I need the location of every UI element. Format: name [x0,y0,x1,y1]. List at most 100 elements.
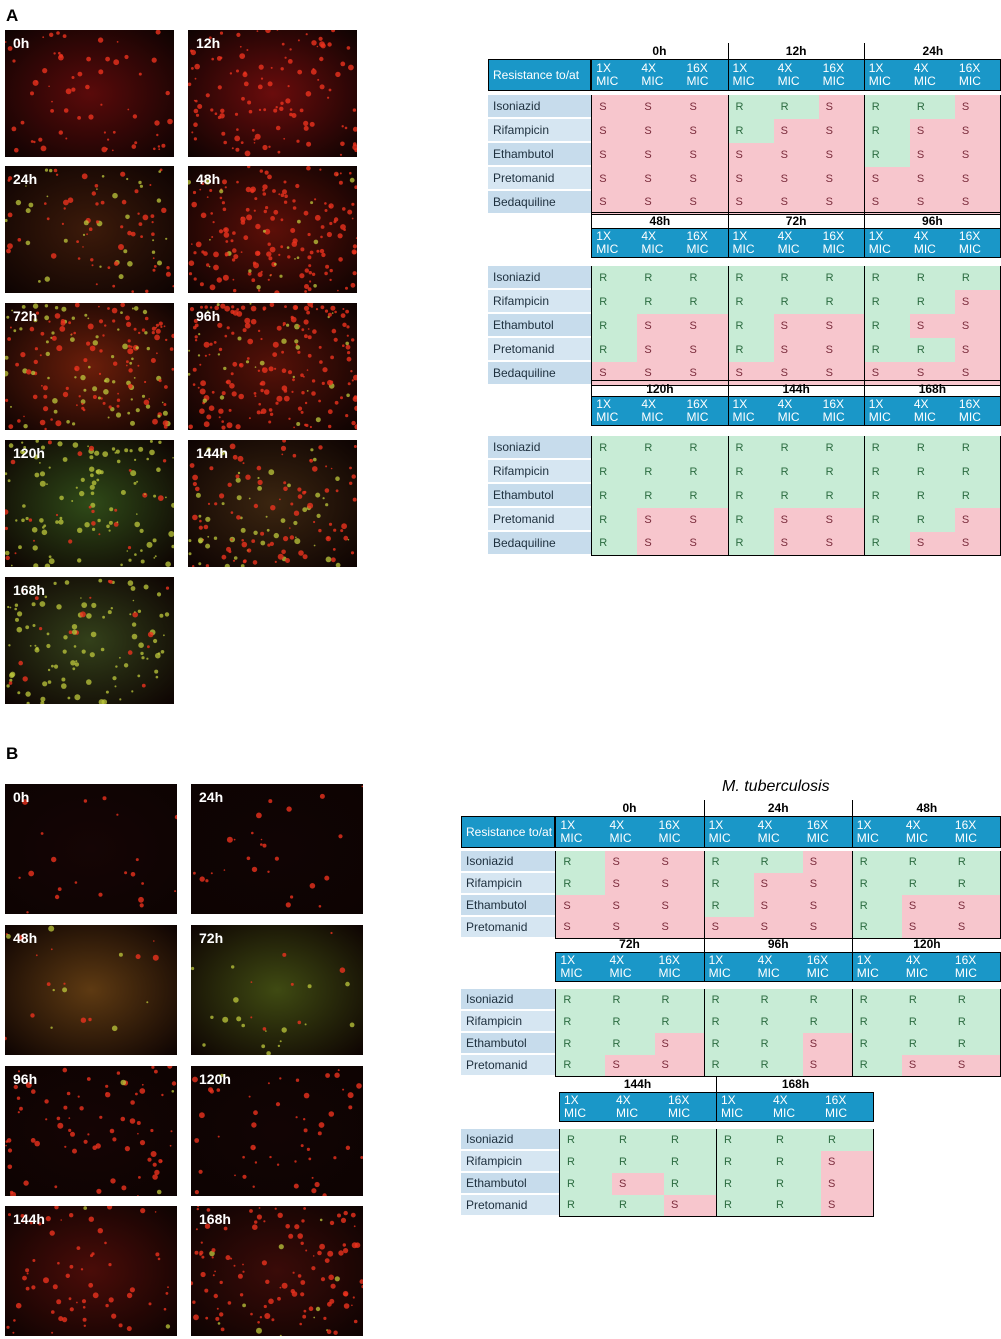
cell-particle [39,480,46,487]
cell-particle [334,400,339,405]
cell-particle [301,391,305,395]
cell-particle [209,189,213,192]
micrograph-texture [188,440,357,567]
cell-particle [128,558,132,562]
cell-particle [319,56,324,62]
cell-particle [295,536,297,539]
cell-particle [171,1081,177,1086]
cell-particle [290,895,294,899]
cell-particle [254,197,258,201]
drug-label-rifampicin: Rifampicin [461,873,556,895]
cell-particle [90,502,96,508]
cell-particle [274,367,277,370]
cell-particle [257,84,263,90]
cell-particle [277,553,284,560]
cell-particle [53,664,59,669]
cell-particle [17,41,21,45]
drug-label-ethambutol: Ethambutol [488,143,592,167]
cell-particle [54,313,61,319]
cell-particle [149,449,155,456]
cell-particle [63,238,68,243]
cell-particle [347,382,351,386]
susceptibility-cell: R [769,1129,821,1151]
cell-particle [265,30,271,34]
cell-particle [277,1212,283,1218]
cell-particle [29,326,35,332]
cell-particle [260,531,265,536]
cell-particle [90,1254,93,1258]
cell-particle [244,322,251,329]
cell-particle [204,178,211,185]
cell-particle [263,1220,266,1223]
cell-particle [162,420,169,426]
cell-particle [72,442,79,448]
cell-particle [68,321,71,325]
susceptibility-cell: R [769,1173,821,1195]
cell-particle [214,112,218,115]
susceptibility-cell: S [909,532,955,556]
concentration-header: 16X MIC [950,952,1001,982]
cell-particle [306,310,310,315]
susceptibility-cell: S [802,1055,852,1077]
susceptibility-cell: R [863,266,910,290]
susceptibility-cell: S [818,167,864,191]
susceptibility-cell: R [863,290,910,314]
micrograph-label: 168h [199,1211,231,1227]
cell-particle [230,1257,233,1260]
cell-particle [171,544,174,549]
concentration-header: 1X MIC [727,396,774,426]
cell-particle [227,482,232,487]
concentration-header: 16X MIC [821,1092,874,1122]
cell-particle [232,278,235,281]
cell-particle [324,271,328,276]
micrograph-label: 120h [199,1071,231,1087]
cell-particle [250,186,256,193]
cell-particle [322,497,325,500]
cell-particle [250,1144,256,1151]
cell-particle [274,560,277,563]
concentration-header: 1X MIC [591,396,638,426]
cell-particle [274,290,280,293]
cell-particle [297,39,300,42]
cell-particle [131,144,137,149]
cell-particle [296,422,301,426]
cell-particle [131,633,138,640]
cell-particle [75,486,78,489]
cell-particle [83,1206,87,1210]
cell-particle [74,881,78,884]
concentration-header: 1X MIC [703,816,754,848]
cell-particle [214,502,218,506]
cell-particle [287,85,290,88]
cell-particle [242,1303,246,1308]
cell-particle [59,53,63,58]
cell-particle [16,1096,21,1100]
cell-particle [32,394,38,400]
cell-particle [50,1026,53,1029]
cell-particle [216,1307,219,1310]
cell-particle [292,304,298,311]
cell-particle [158,440,162,444]
cell-particle [340,141,345,147]
cell-particle [285,1224,290,1229]
cell-particle [220,1327,225,1332]
micrograph-label: 144h [196,445,228,461]
cell-particle [298,325,301,327]
cell-particle [204,354,207,357]
susceptibility-cell: S [909,314,955,338]
cell-particle [352,142,357,146]
cell-particle [276,1163,280,1166]
cell-particle [49,1230,55,1236]
cell-particle [191,966,195,971]
susceptibility-cell: S [954,290,1001,314]
cell-particle [86,341,91,346]
cell-particle [277,150,281,154]
cell-particle [118,244,124,250]
cell-particle [39,627,43,631]
cell-particle [22,504,26,508]
cell-particle [231,965,235,969]
cell-particle [324,309,329,313]
susceptibility-cell: S [753,873,803,895]
cell-particle [45,351,50,357]
cell-particle [310,68,317,75]
cell-particle [345,414,349,418]
